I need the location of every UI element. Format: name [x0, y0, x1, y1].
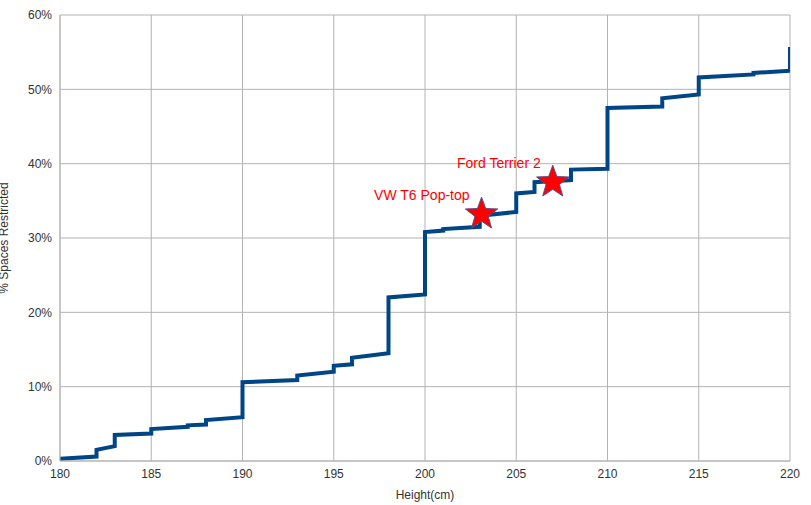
svg-text:Ford Terrier 2: Ford Terrier 2: [457, 155, 541, 171]
svg-text:10%: 10%: [28, 380, 52, 394]
svg-text:220: 220: [780, 467, 800, 481]
svg-text:Height(cm): Height(cm): [396, 488, 455, 502]
svg-text:195: 195: [324, 467, 344, 481]
svg-text:200: 200: [415, 467, 435, 481]
svg-text:190: 190: [232, 467, 252, 481]
svg-text:180: 180: [50, 467, 70, 481]
svg-text:215: 215: [689, 467, 709, 481]
svg-text:20%: 20%: [28, 306, 52, 320]
svg-text:40%: 40%: [28, 157, 52, 171]
svg-text:210: 210: [597, 467, 617, 481]
svg-text:VW T6 Pop-top: VW T6 Pop-top: [374, 187, 470, 203]
svg-text:185: 185: [141, 467, 161, 481]
svg-text:0%: 0%: [35, 454, 53, 468]
svg-text:60%: 60%: [28, 8, 52, 22]
svg-text:% Spaces Restricted: % Spaces Restricted: [8, 182, 11, 293]
svg-text:50%: 50%: [28, 83, 52, 97]
svg-text:205: 205: [506, 467, 526, 481]
svg-text:30%: 30%: [28, 231, 52, 245]
